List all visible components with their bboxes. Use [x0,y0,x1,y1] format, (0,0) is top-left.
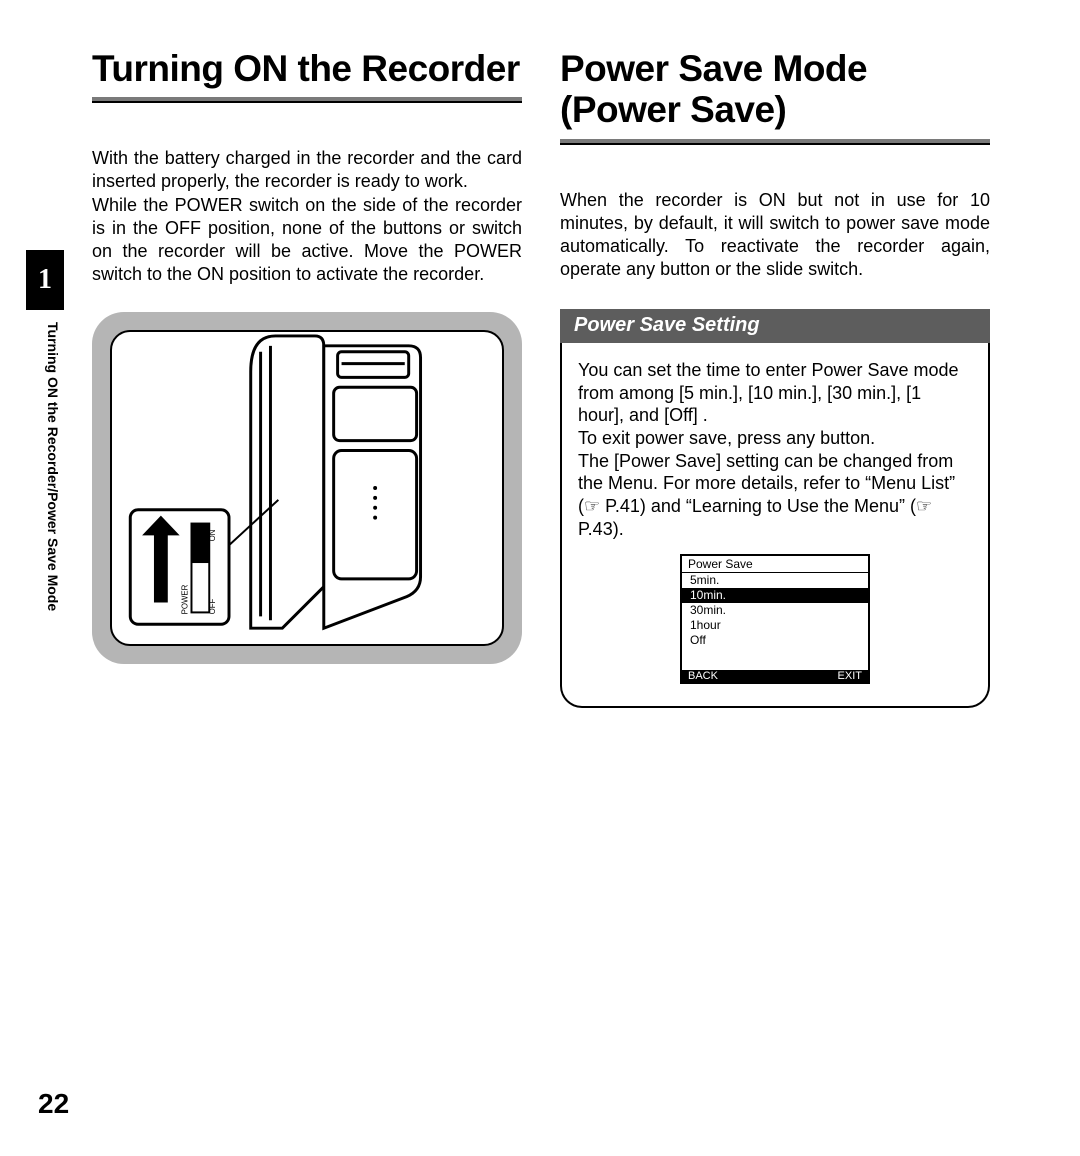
title-rule [92,97,522,103]
illustration: POWER OFF ON [110,330,504,646]
page-number: 22 [38,1088,69,1120]
power-save-setting-text: You can set the time to enter Power Save… [578,359,972,540]
power-save-setting-box: You can set the time to enter Power Save… [560,343,990,708]
chapter-tab: 1 [26,250,64,310]
lcd-item-1hour: 1hour [682,618,868,633]
lcd-back: BACK [688,670,718,682]
chapter-number: 1 [38,264,52,296]
power-label: POWER [181,584,190,614]
lcd-footer: BACK EXIT [682,670,868,682]
title-rule [560,139,990,145]
side-running-head: Turning ON the Recorder/Power Save Mode [41,322,61,742]
right-column: Power Save Mode (Power Save) When the re… [560,48,990,708]
lcd-menu: Power Save 5min. 10min. 30min. 1hour Off… [680,554,870,684]
right-paragraph: When the recorder is ON but not in use f… [560,189,990,281]
left-title: Turning ON the Recorder [92,48,522,89]
left-column: Turning ON the Recorder With the battery… [92,48,522,664]
manual-page: 1 Turning ON the Recorder/Power Save Mod… [0,0,1080,1156]
lcd-item-5min: 5min. [682,573,868,588]
off-label: OFF [208,598,217,614]
right-title: Power Save Mode (Power Save) [560,48,990,131]
lcd-item-10min: 10min. [682,588,868,603]
lcd-title: Power Save [682,556,868,573]
lcd-spacer [682,648,868,670]
lcd-item-off: Off [682,633,868,648]
left-paragraph: With the battery charged in the recorder… [92,147,522,285]
power-save-setting-header: Power Save Setting [560,309,990,343]
lcd-item-30min: 30min. [682,603,868,618]
on-label: ON [208,529,217,541]
illustration-frame: POWER OFF ON [92,312,522,664]
lcd-exit: EXIT [838,670,862,682]
